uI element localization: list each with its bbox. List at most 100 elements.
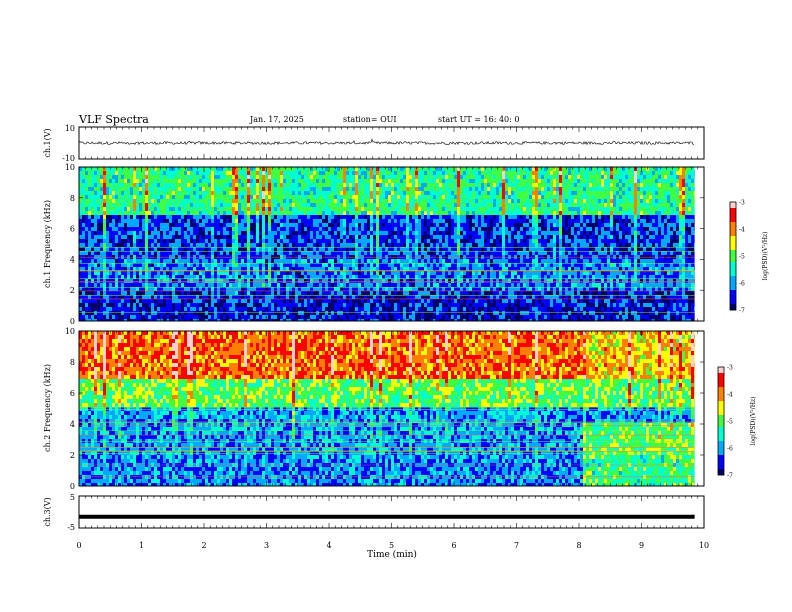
spectrogram-cell <box>166 191 169 195</box>
spectrogram-cell <box>256 223 259 227</box>
spectrogram-cell <box>244 175 247 179</box>
spectrogram-cell <box>367 243 370 247</box>
spectrogram-cell <box>214 171 217 175</box>
spectrogram-cell <box>427 263 430 267</box>
spectrogram-cell <box>346 199 349 203</box>
spectrogram-cell <box>124 315 127 319</box>
spectrogram-cell <box>91 183 94 187</box>
spectrogram-cell <box>112 287 115 291</box>
spectrogram-cell <box>433 243 436 247</box>
spectrogram-cell <box>364 283 367 287</box>
spectrogram-cell <box>262 195 265 199</box>
spectrogram-cell <box>430 267 433 271</box>
spectrogram-cell <box>100 215 103 219</box>
spectrogram-cell <box>418 271 421 275</box>
spectrogram-cell <box>271 267 274 271</box>
spectrogram-cell <box>286 175 289 179</box>
spectrogram-cell <box>217 171 220 175</box>
spectrogram-cell <box>406 239 409 243</box>
spectrogram-cell <box>91 235 94 239</box>
spectrogram-cell <box>280 219 283 223</box>
spectrogram-cell <box>199 263 202 267</box>
spectrogram-cell <box>436 263 439 267</box>
spectrogram-cell <box>292 279 295 283</box>
spectrogram-cell <box>406 251 409 255</box>
spectrogram-cell <box>226 291 229 295</box>
spectrogram-cell <box>307 235 310 239</box>
spectrogram-cell <box>436 271 439 275</box>
spectrogram-cell <box>115 183 118 187</box>
spectrogram-cell <box>427 215 430 219</box>
spectrogram-cell <box>382 319 385 321</box>
spectrogram-cell <box>166 303 169 307</box>
spectrogram-cell <box>223 271 226 275</box>
spectrogram-cell <box>265 247 268 251</box>
spectrogram-cell <box>310 247 313 251</box>
spectrogram-cell <box>334 199 337 203</box>
spectrogram-cell <box>94 183 97 187</box>
spectrogram-cell <box>268 187 271 191</box>
spectrogram-cell <box>421 207 424 211</box>
spectrogram-cell <box>241 175 244 179</box>
spectrogram-cell <box>406 295 409 299</box>
spectrogram-cell <box>409 307 412 311</box>
spectrogram-cell <box>445 195 448 199</box>
spectrogram-cell <box>172 271 175 275</box>
spectrogram-cell <box>106 171 109 175</box>
spectrogram-cell <box>103 171 106 175</box>
spectrogram-cell <box>148 291 151 295</box>
spectrogram-cell <box>307 263 310 267</box>
spectrogram-cell <box>358 271 361 275</box>
spectrogram-cell <box>232 195 235 199</box>
spectrogram-cell <box>349 199 352 203</box>
spectrogram-cell <box>265 263 268 267</box>
spectrogram-cell <box>193 235 196 239</box>
spectrogram-cell <box>172 319 175 321</box>
spectrogram-cell <box>397 259 400 263</box>
spectrogram-cell <box>223 179 226 183</box>
spectrogram-cell <box>169 235 172 239</box>
spectrogram-cell <box>268 215 271 219</box>
spectrogram-cell <box>247 303 250 307</box>
spectrogram-cell <box>151 199 154 203</box>
spectrogram-cell <box>382 247 385 251</box>
spectrogram-cell <box>442 231 445 235</box>
station-label: station= OUI <box>343 115 397 124</box>
spectrogram-cell <box>109 307 112 311</box>
spectrogram-cell <box>283 195 286 199</box>
spectrogram-cell <box>271 239 274 243</box>
spectrogram-cell <box>205 199 208 203</box>
spectrogram-cell <box>112 167 115 171</box>
spectrogram-cell <box>229 307 232 311</box>
spectrogram-cell <box>85 235 88 239</box>
spectrogram-cell <box>400 195 403 199</box>
spectrogram-cell <box>88 283 91 287</box>
spectrogram-cell <box>82 179 85 183</box>
spectrogram-cell <box>376 247 379 251</box>
spectrogram-cell <box>382 299 385 303</box>
spectrogram-cell <box>130 239 133 243</box>
spectrogram-cell <box>232 179 235 183</box>
spectrogram-cell <box>337 275 340 279</box>
spectrogram-cell <box>364 247 367 251</box>
spectrogram-cell <box>370 315 373 319</box>
spectrogram-cell <box>370 275 373 279</box>
spectrogram-cell <box>184 251 187 255</box>
spectrogram-cell <box>397 219 400 223</box>
spectrogram-cell <box>295 287 298 291</box>
spectrogram-cell <box>169 267 172 271</box>
spectrogram-cell <box>337 203 340 207</box>
spectrogram-cell <box>199 187 202 191</box>
spectrogram-cell <box>190 263 193 267</box>
spectrogram-cell <box>442 171 445 175</box>
spectrogram-cell <box>262 171 265 175</box>
spectrogram-cell <box>187 295 190 299</box>
spectrogram-cell <box>322 271 325 275</box>
spectrogram-cell <box>337 231 340 235</box>
spectrogram-cell <box>406 215 409 219</box>
spectrogram-cell <box>292 247 295 251</box>
spectrogram-cell <box>142 319 145 321</box>
spectrogram-cell <box>271 215 274 219</box>
spectrogram-cell <box>358 199 361 203</box>
spectrogram-cell <box>127 319 130 321</box>
